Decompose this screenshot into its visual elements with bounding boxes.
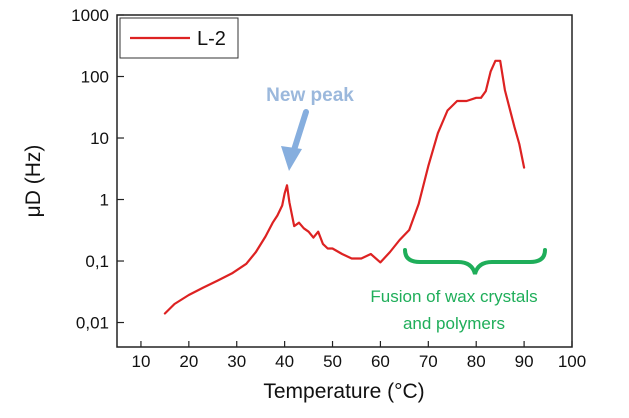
x-tick-label: 10 [131,352,150,371]
plot-frame [116,14,573,348]
x-tick-label: 30 [227,352,246,371]
fusion-label-line2: and polymers [403,314,505,333]
x-axis-title: Temperature (°C) [263,380,424,403]
new-peak-annotation: New peak [266,85,354,171]
arrow-icon [291,109,309,153]
y-tick-label: 0,01 [76,314,109,333]
curly-brace-icon [403,248,547,275]
y-tick-label: 1 [100,191,109,210]
x-tick-label: 50 [323,352,342,371]
x-axis: 10 20 30 40 50 60 70 80 90 100 [131,341,586,371]
y-tick-label: 10 [90,129,109,148]
legend: L-2 [119,17,239,59]
x-tick-label: 80 [467,352,486,371]
x-tick-label: 40 [275,352,294,371]
x-tick-label: 70 [419,352,438,371]
new-peak-label: New peak [266,85,354,106]
y-tick-label: 100 [81,68,109,87]
y-axis: 0,01 0,1 1 10 100 1000 [71,6,124,333]
legend-label: L-2 [197,28,226,50]
x-tick-label: 60 [371,352,390,371]
y-tick-label: 0,1 [85,252,109,271]
x-tick-label: 90 [515,352,534,371]
y-axis-title: μD (Hz) [22,145,45,218]
x-tick-label: 100 [558,352,586,371]
arrowhead-icon [281,146,302,171]
series-line-l-2 [163,59,526,315]
y-tick-label: 1000 [71,6,109,25]
x-tick-label: 20 [179,352,198,371]
fusion-label-line1: Fusion of wax crystals [370,287,537,306]
fusion-annotation: Fusion of wax crystals and polymers [370,248,547,333]
